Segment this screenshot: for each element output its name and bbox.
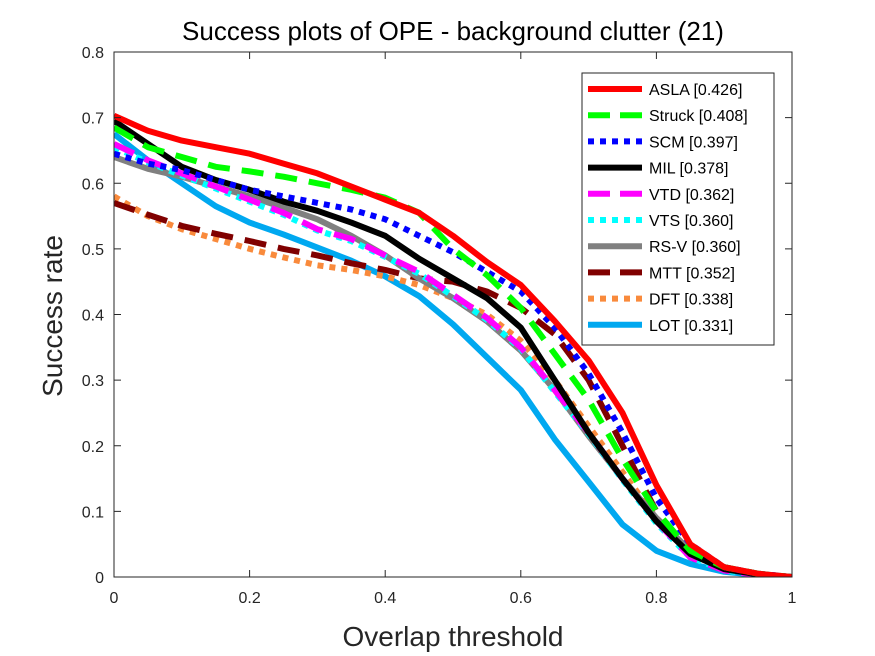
legend-entry: LOT [0.331] xyxy=(649,318,733,335)
legend-entry: VTD [0.362] xyxy=(649,187,734,204)
legend-entry: MIL [0.378] xyxy=(649,161,728,178)
y-tick-label: 0.1 xyxy=(82,504,104,521)
legend-entry: DFT [0.338] xyxy=(649,292,733,309)
y-tick-label: 0.3 xyxy=(82,373,104,390)
legend-entry: Struck [0.408] xyxy=(649,108,748,125)
chart-title: Success plots of OPE - background clutte… xyxy=(182,16,724,46)
legend: ASLA [0.426] Struck [0.408] SCM [0.397] MIL… xyxy=(581,72,775,346)
legend-entry: MTT [0.352] xyxy=(649,265,735,282)
y-tick-label: 0.7 xyxy=(82,111,104,128)
series-lines xyxy=(114,112,792,577)
y-tick-label: 0.5 xyxy=(82,242,104,259)
series-line-dft xyxy=(114,193,792,577)
y-tick-label: 0.6 xyxy=(82,176,104,193)
series-line-vtd xyxy=(114,141,792,577)
series-line-mil xyxy=(114,118,792,577)
series-line-struck xyxy=(114,124,792,577)
series-line-asla xyxy=(114,112,792,577)
y-tick-label: 0 xyxy=(95,570,104,587)
x-tick-label: 1 xyxy=(788,590,797,607)
legend-entry: SCM [0.397] xyxy=(649,134,738,151)
x-tick-label: 0.6 xyxy=(510,590,532,607)
x-tick-label: 0.4 xyxy=(374,590,396,607)
legend-entry: RS-V [0.360] xyxy=(649,239,741,256)
x-tick-label: 0 xyxy=(110,590,119,607)
legend-entry: ASLA [0.426] xyxy=(649,82,742,99)
x-axis-label: Overlap threshold xyxy=(342,621,563,652)
y-tick-label: 0.8 xyxy=(82,45,104,62)
x-tick-label: 0.8 xyxy=(645,590,667,607)
y-axis-label: Success rate xyxy=(37,235,68,397)
y-tick-label: 0.4 xyxy=(82,308,104,325)
legend-entry: VTS [0.360] xyxy=(649,213,734,230)
x-tick-label: 0.2 xyxy=(238,590,260,607)
series-line-lot xyxy=(114,131,792,577)
axis-ticks: 0 0.2 0.4 0.6 0.8 1 0 0.1 0.2 0.3 0.4 0.5 0.6 0.7 0.8 xyxy=(82,45,797,607)
y-tick-label: 0.2 xyxy=(82,439,104,456)
